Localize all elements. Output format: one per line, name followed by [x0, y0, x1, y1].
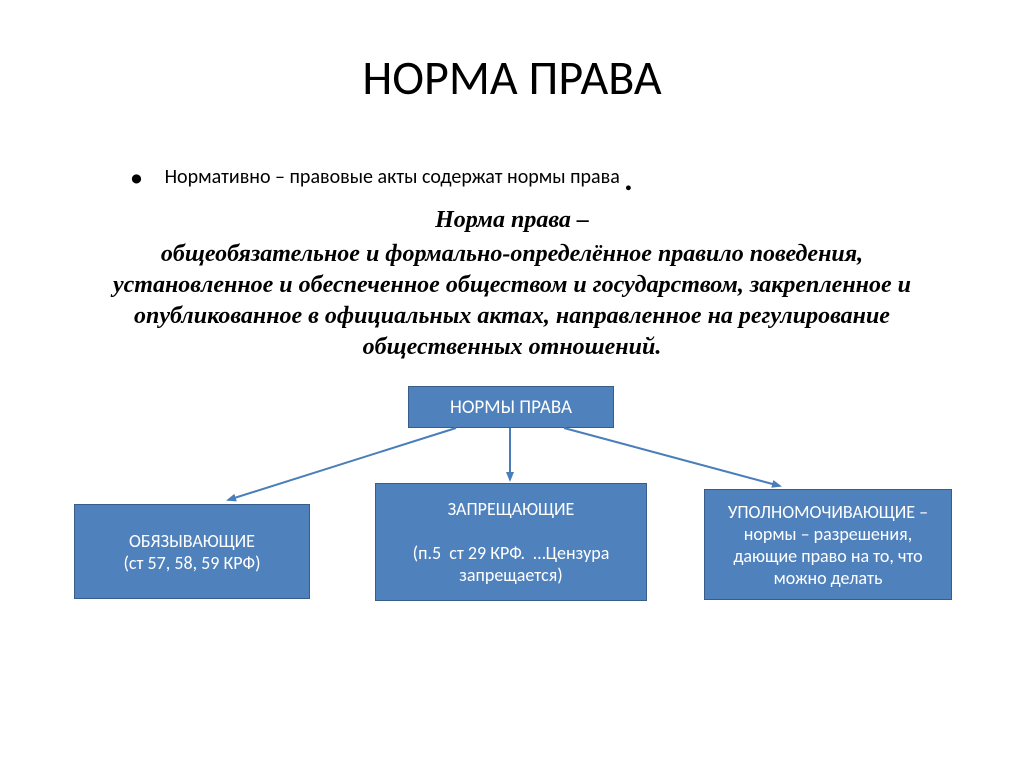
definition-lead: Норма права – — [0, 207, 1024, 234]
diagram-child-box-2: УПОЛНОМОЧИВАЮЩИЕ – нормы – разрешения, д… — [704, 489, 952, 600]
bullet-period: . — [623, 152, 633, 201]
definition-line: установленное и обеспеченное обществом и… — [0, 272, 1024, 299]
diagram-child-box-1: ЗАПРЕЩАЮЩИЕ (п.5 ст 29 КРФ. …Цензура зап… — [375, 483, 647, 601]
definition-line: опубликованное в официальных актах, напр… — [0, 303, 1024, 330]
arrow-2 — [564, 428, 780, 486]
slide-title: НОРМА ПРАВА — [0, 48, 1024, 107]
bullet-text: Нормативно – правовые акты содержат норм… — [165, 165, 620, 189]
diagram-arrows — [0, 0, 1024, 767]
bullet-dot-icon: • — [130, 164, 143, 190]
definition-line: общественных отношений. — [0, 334, 1024, 361]
diagram-root-box: НОРМЫ ПРАВА — [408, 386, 614, 428]
slide: НОРМА ПРАВА • Нормативно – правовые акты… — [0, 0, 1024, 767]
definition-line: общеобязательное и формально-определённо… — [0, 241, 1024, 268]
diagram-child-box-0: ОБЯЗЫВАЮЩИЕ (ст 57, 58, 59 КРФ) — [74, 504, 310, 599]
bullet-line: • Нормативно – правовые акты содержат но… — [130, 164, 634, 190]
